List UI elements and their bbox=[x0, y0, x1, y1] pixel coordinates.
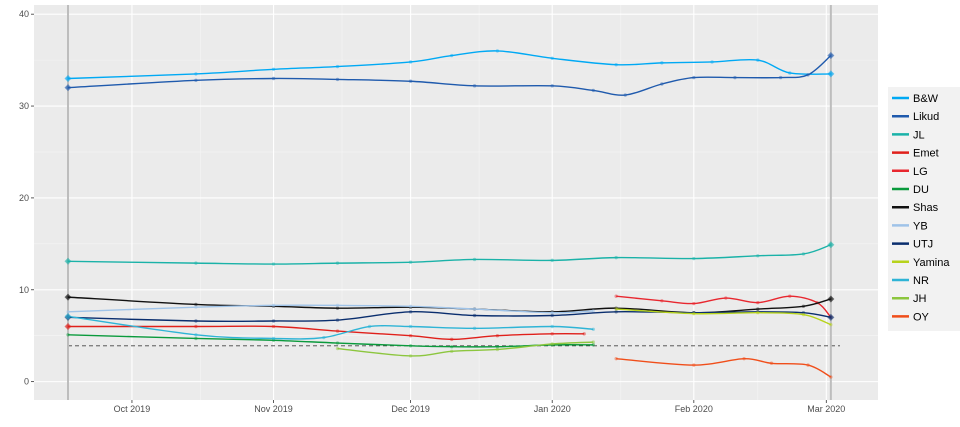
legend-item: Yamina bbox=[892, 257, 950, 269]
legend-label: B&W bbox=[913, 93, 939, 105]
legend-item: NR bbox=[892, 275, 929, 287]
y-tick-label: 20 bbox=[19, 193, 29, 203]
series-line bbox=[616, 295, 832, 318]
election-result-diamond bbox=[64, 293, 72, 301]
x-tick-label: Oct 2019 bbox=[114, 404, 151, 414]
legend-label: Likud bbox=[913, 111, 939, 123]
election-result-diamond bbox=[64, 323, 72, 331]
poll-point bbox=[66, 310, 70, 314]
legend-item: Shas bbox=[892, 202, 939, 214]
election-result-diamond bbox=[827, 70, 835, 78]
series-12 bbox=[614, 356, 833, 379]
grid-lines bbox=[34, 5, 878, 400]
legend-label: Yamina bbox=[913, 257, 950, 269]
election-result-diamond bbox=[64, 312, 72, 320]
series-line bbox=[67, 304, 594, 314]
series-lines bbox=[64, 49, 835, 379]
series-10 bbox=[66, 314, 596, 341]
legend-label: JL bbox=[913, 129, 925, 141]
election-result-diamond bbox=[64, 74, 72, 82]
series-7 bbox=[66, 303, 596, 315]
y-tick-label: 10 bbox=[19, 285, 29, 295]
series-line bbox=[67, 50, 831, 80]
legend-label: DU bbox=[913, 184, 929, 196]
poll-point bbox=[614, 294, 618, 298]
legend-item: Likud bbox=[892, 111, 939, 123]
legend-item: LG bbox=[892, 166, 928, 178]
series-11 bbox=[335, 340, 596, 358]
legend-label: YB bbox=[913, 220, 928, 232]
series-line bbox=[337, 341, 594, 357]
legend-label: UTJ bbox=[913, 239, 933, 251]
series-0 bbox=[66, 49, 833, 81]
legend: B&W Likud JL Emet LG DU Shas YB UTJ Yamina NR JH OY bbox=[888, 87, 960, 331]
legend-item: UTJ bbox=[892, 239, 933, 251]
poll-point bbox=[614, 356, 618, 361]
series-line bbox=[67, 315, 594, 340]
poll-point bbox=[66, 333, 70, 337]
plot-panel bbox=[34, 5, 878, 400]
x-tick-label: Nov 2019 bbox=[254, 404, 293, 414]
legend-item: B&W bbox=[892, 93, 939, 105]
series-line bbox=[616, 357, 832, 378]
legend-label: JH bbox=[913, 293, 927, 305]
legend-item: OY bbox=[892, 311, 930, 323]
legend-label: LG bbox=[913, 166, 928, 178]
legend-item: Emet bbox=[892, 148, 939, 160]
series-line bbox=[616, 308, 832, 326]
legend-item: JL bbox=[892, 129, 925, 141]
election-result-diamond bbox=[827, 52, 835, 60]
x-tick-label: Dec 2019 bbox=[391, 404, 430, 414]
x-tick-label: Feb 2020 bbox=[675, 404, 713, 414]
legend-label: NR bbox=[913, 275, 929, 287]
election-result-diamond bbox=[827, 241, 835, 249]
legend-label: OY bbox=[913, 311, 930, 323]
legend-background bbox=[888, 87, 960, 331]
x-tick-label: Mar 2020 bbox=[807, 404, 845, 414]
legend-item: DU bbox=[892, 184, 929, 196]
y-tick-label: 0 bbox=[24, 377, 29, 387]
series-line bbox=[67, 54, 832, 96]
election-result-diamond bbox=[64, 84, 72, 92]
legend-label: Emet bbox=[913, 148, 939, 160]
legend-label: Shas bbox=[913, 202, 939, 214]
y-axis: 0 10 20 30 40 bbox=[19, 9, 34, 387]
election-result-diamond bbox=[64, 257, 72, 265]
series-line bbox=[67, 325, 585, 341]
y-tick-label: 40 bbox=[19, 9, 29, 19]
election-result-diamond bbox=[827, 313, 835, 321]
x-axis: Oct 2019 Nov 2019 Dec 2019 Jan 2020 Feb 2020… bbox=[114, 400, 845, 414]
poll-point bbox=[614, 307, 618, 311]
series-line bbox=[67, 244, 832, 265]
election-result-diamond bbox=[827, 295, 835, 303]
legend-item: YB bbox=[892, 220, 928, 232]
series-9 bbox=[614, 307, 833, 327]
series-line bbox=[67, 311, 831, 323]
x-tick-label: Jan 2020 bbox=[534, 404, 571, 414]
legend-item: JH bbox=[892, 293, 927, 305]
y-tick-label: 30 bbox=[19, 101, 29, 111]
